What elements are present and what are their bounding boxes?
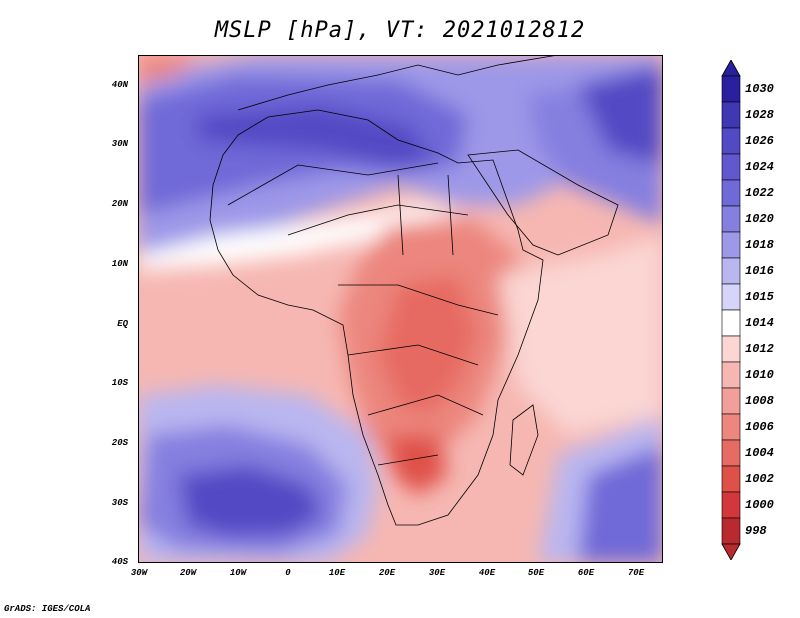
map-title: MSLP [hPa], VT: 2021012812: [214, 18, 586, 43]
colorbar-label: 1018: [745, 238, 774, 252]
credit-text: GrADS: IGES/COLA: [4, 604, 91, 614]
colorbar-swatch: [721, 413, 741, 441]
colorbar-label: 1024: [745, 160, 774, 174]
colorbar-label: 1002: [745, 472, 774, 486]
colorbar-swatch: [721, 283, 741, 311]
lat-label-10s: 10S: [111, 378, 128, 388]
lon-label-30e: 30E: [428, 568, 446, 578]
colorbar-swatch: [721, 75, 741, 103]
colorbar-label: 1022: [745, 186, 774, 200]
lat-label-40s: 40S: [111, 557, 128, 567]
colorbar-label: 1015: [745, 290, 774, 304]
colorbar-swatch: [721, 101, 741, 129]
colorbar-label: 1030: [745, 82, 774, 96]
colorbar-label: 1012: [745, 342, 774, 356]
lon-label-10e: 10E: [328, 568, 346, 578]
colorbar-label: 1014: [745, 316, 774, 330]
lat-label-40n: 40N: [111, 80, 128, 90]
colorbar-label: 1028: [745, 108, 774, 122]
lat-label-eq: EQ: [117, 319, 128, 329]
lon-label-50e: 50E: [527, 568, 545, 578]
colorbar-swatch: [721, 205, 741, 233]
colorbar-swatch: [721, 127, 741, 155]
lon-label-30w: 30W: [130, 568, 148, 578]
colorbar-label: 1006: [745, 420, 774, 434]
colorbar-swatch: [721, 439, 741, 467]
lat-label-10n: 10N: [111, 259, 128, 269]
lon-label-60e: 60E: [577, 568, 595, 578]
coastlines: [209, 55, 619, 526]
lon-label-40e: 40E: [478, 568, 496, 578]
lat-label-20s: 20S: [111, 438, 128, 448]
colorbar-label: 1004: [745, 446, 774, 460]
lat-label-30n: 30N: [111, 139, 128, 149]
colorbar-bottom-arrow: [721, 543, 741, 560]
lon-label-20e: 20E: [378, 568, 396, 578]
pressure-map: [138, 55, 663, 563]
lon-label-70e: 70E: [627, 568, 645, 578]
colorbar-swatch: [721, 465, 741, 493]
colorbar-swatch: [721, 491, 741, 519]
colorbar: [721, 60, 741, 560]
lon-label-0: 0: [285, 568, 291, 578]
colorbar-swatch: [721, 179, 741, 207]
lat-label-20n: 20N: [111, 199, 128, 209]
lon-label-20w: 20W: [179, 568, 197, 578]
colorbar-label: 1020: [745, 212, 774, 226]
colorbar-top-arrow: [721, 60, 741, 77]
colorbar-swatch: [721, 517, 741, 545]
colorbar-swatch: [721, 335, 741, 363]
colorbar-label: 1010: [745, 368, 774, 382]
colorbar-swatch: [721, 257, 741, 285]
lat-label-30s: 30S: [111, 498, 128, 508]
pressure-field: [138, 55, 663, 563]
colorbar-label: 1026: [745, 134, 774, 148]
colorbar-swatch: [721, 309, 741, 337]
colorbar-swatch: [721, 153, 741, 181]
colorbar-swatch: [721, 387, 741, 415]
colorbar-label: 998: [745, 524, 767, 538]
colorbar-label: 1000: [745, 498, 774, 512]
colorbar-swatch: [721, 231, 741, 259]
colorbar-label: 1016: [745, 264, 774, 278]
colorbar-label: 1008: [745, 394, 774, 408]
colorbar-swatch: [721, 361, 741, 389]
lon-label-10w: 10W: [229, 568, 247, 578]
